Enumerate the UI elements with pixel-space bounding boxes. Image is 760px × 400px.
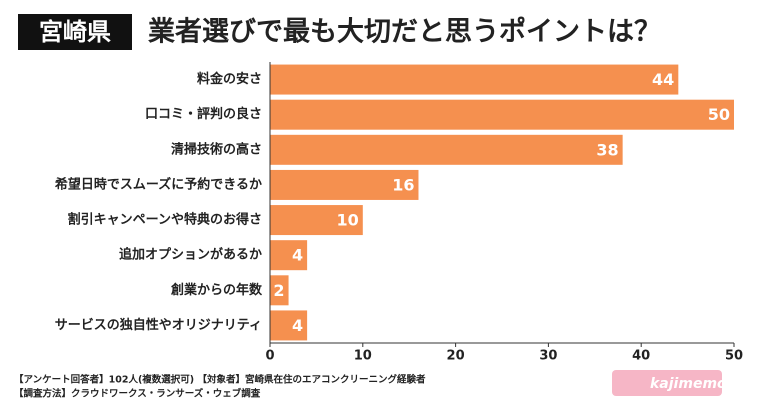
bar — [270, 134, 623, 165]
bar — [270, 169, 419, 200]
value-label: 16 — [392, 175, 414, 194]
note: 【アンケート回答者】102人(複数選択可) 【対象者】宮崎県在住のエアコンクリー… — [14, 374, 426, 386]
x-tick-label: 40 — [632, 349, 650, 364]
y-tick-label: 希望日時でスムーズに予約できるか — [55, 176, 262, 192]
y-tick-label: 創業からの年数 — [170, 282, 263, 298]
y-tick-label: 清掃技術の高さ — [171, 141, 262, 157]
y-tick-label: 追加オプションがあるか — [119, 247, 262, 263]
x-tick-label: 0 — [265, 349, 274, 364]
value-label: 10 — [337, 211, 359, 230]
region-badge — [18, 14, 132, 50]
x-tick-label: 10 — [354, 349, 372, 364]
bar — [270, 205, 363, 236]
y-tick-label: 料金の安さ — [197, 71, 262, 87]
value-label: 4 — [292, 316, 303, 335]
logo: kajimemo — [650, 376, 727, 392]
y-tick-label: 割引キャンペーンや特典のお得さ — [68, 212, 262, 228]
x-tick-label: 20 — [447, 349, 465, 364]
x-tick-label: 30 — [539, 349, 557, 364]
logo-box — [612, 370, 722, 396]
bar — [270, 310, 308, 341]
x-tick-label: 50 — [725, 349, 743, 364]
bar — [270, 64, 679, 95]
value-label: 50 — [708, 105, 730, 124]
bar — [270, 99, 734, 130]
chart-title: 業者選びで最も大切だと思うポイントは？ — [148, 17, 661, 48]
value-label: 2 — [273, 281, 284, 300]
region-label: 宮崎県 — [39, 18, 111, 46]
value-label: 38 — [596, 140, 618, 159]
y-tick-label: 口コミ・評判の良さ — [145, 106, 262, 122]
bar — [270, 275, 289, 306]
value-label: 44 — [652, 70, 674, 89]
note: 【調査方法】クラウドワークス・ランサーズ・ウェブ調査 — [14, 388, 261, 400]
y-tick-label: サービスの独自性やオリジナリティ — [55, 317, 262, 333]
value-label: 4 — [292, 246, 303, 265]
bar — [270, 240, 308, 271]
